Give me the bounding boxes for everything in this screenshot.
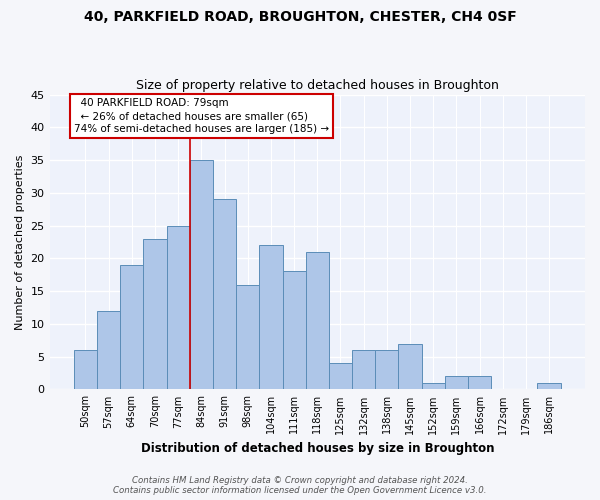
Bar (143, 238, 167, 390)
Bar (283, 272, 305, 390)
Bar (120, 265, 143, 390)
Bar (236, 284, 259, 390)
Text: 40 PARKFIELD ROAD: 79sqm
  ← 26% of detached houses are smaller (65)
74% of semi: 40 PARKFIELD ROAD: 79sqm ← 26% of detach… (74, 98, 329, 134)
Bar (329, 363, 352, 390)
Bar (213, 200, 236, 390)
Bar (422, 383, 445, 390)
Bar (398, 344, 422, 390)
Bar (259, 246, 283, 390)
Bar (445, 376, 468, 390)
Bar (74, 350, 97, 390)
Bar (167, 226, 190, 390)
Bar (97, 311, 120, 390)
Bar (305, 252, 329, 390)
Text: Contains HM Land Registry data © Crown copyright and database right 2024.
Contai: Contains HM Land Registry data © Crown c… (113, 476, 487, 495)
Title: Size of property relative to detached houses in Broughton: Size of property relative to detached ho… (136, 79, 499, 92)
Y-axis label: Number of detached properties: Number of detached properties (15, 154, 25, 330)
Text: 40, PARKFIELD ROAD, BROUGHTON, CHESTER, CH4 0SF: 40, PARKFIELD ROAD, BROUGHTON, CHESTER, … (83, 10, 517, 24)
Bar (538, 383, 560, 390)
Bar (375, 350, 398, 390)
Bar (468, 376, 491, 390)
X-axis label: Distribution of detached houses by size in Broughton: Distribution of detached houses by size … (140, 442, 494, 455)
Bar (352, 350, 375, 390)
Bar (190, 160, 213, 390)
